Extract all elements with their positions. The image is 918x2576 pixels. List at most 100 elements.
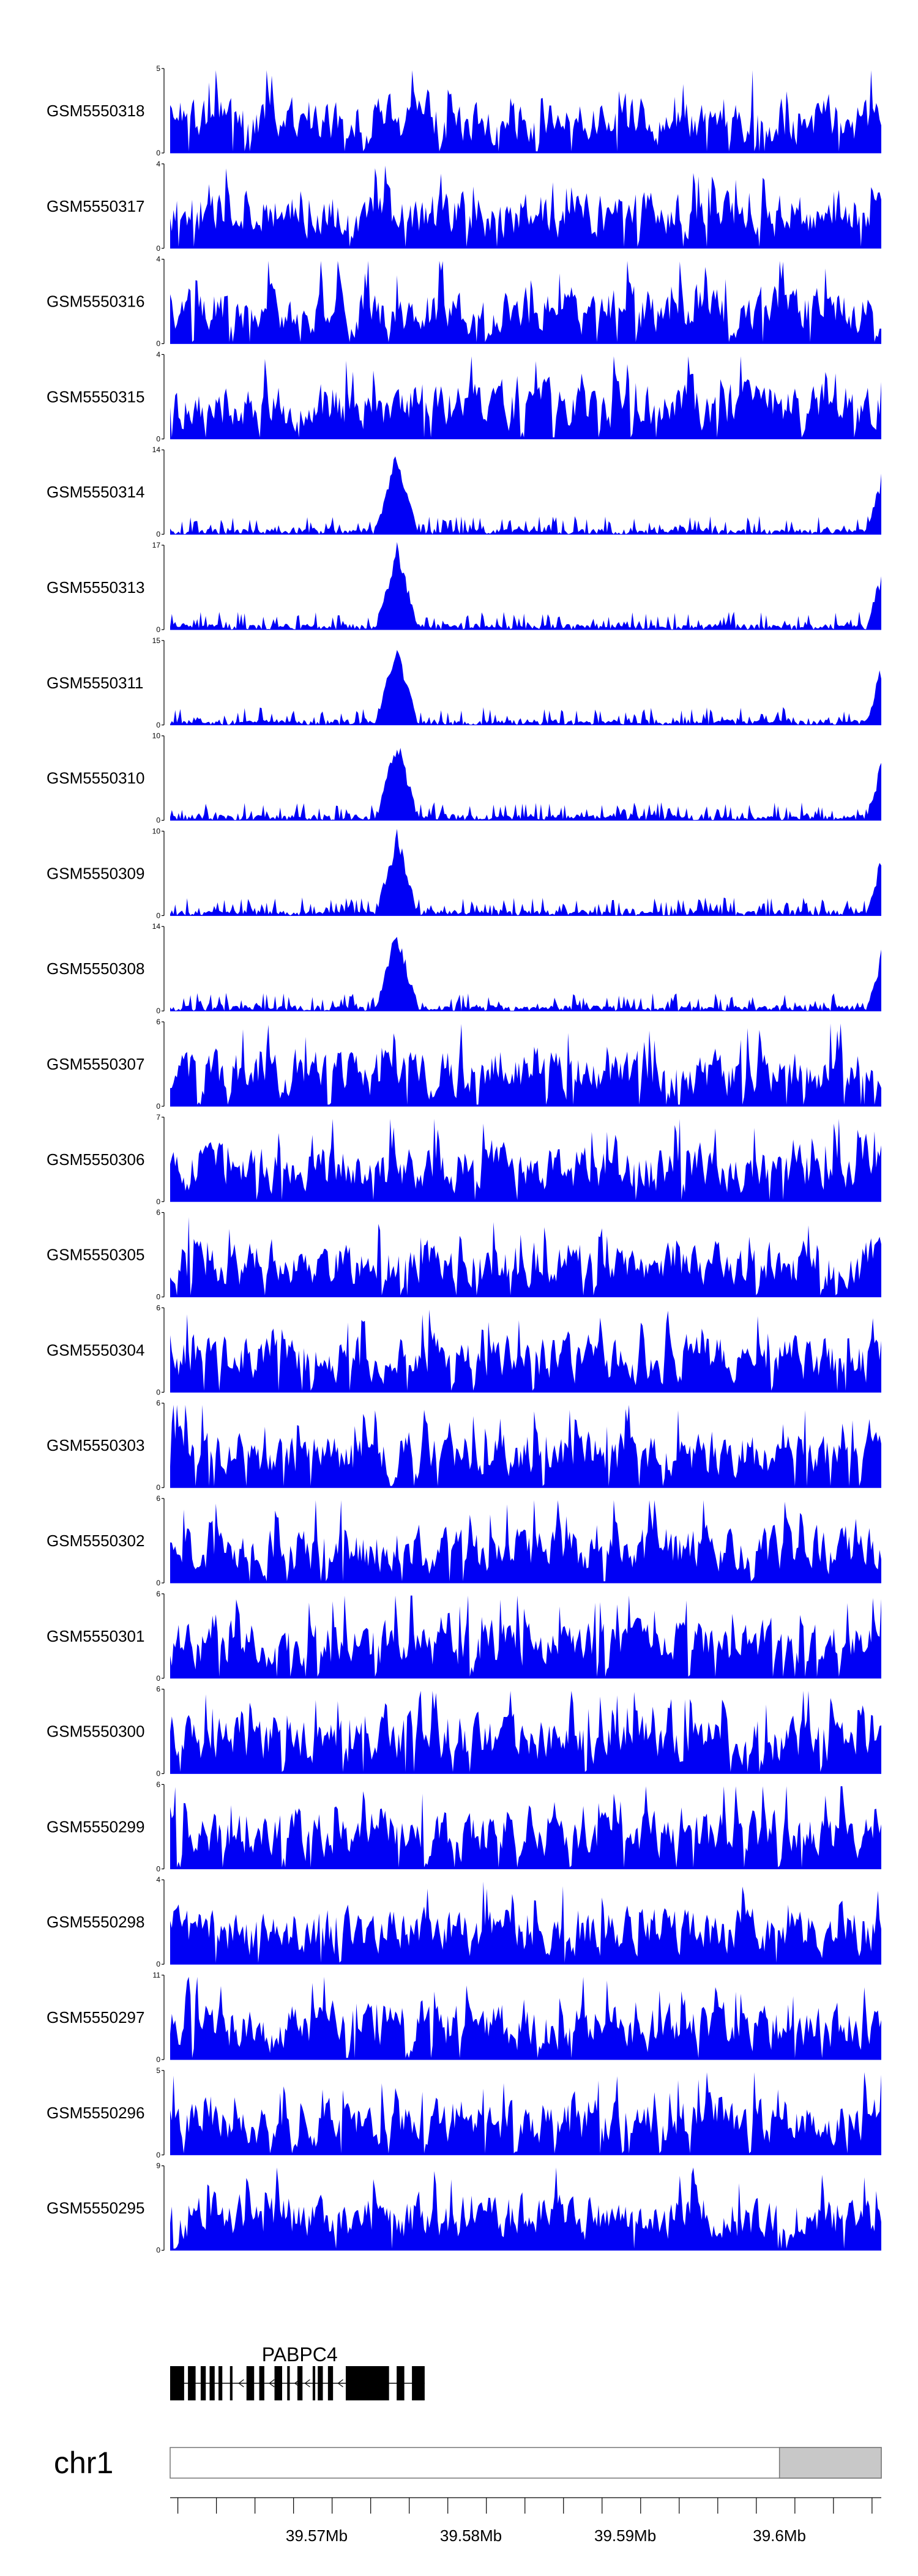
track-label: GSM5550295: [47, 2199, 144, 2217]
y-tick-label-min: 0: [156, 434, 160, 443]
track-label: GSM5550305: [47, 1246, 144, 1264]
x-tick-label: 39.59Mb: [594, 2526, 656, 2545]
coverage-area: [170, 2072, 881, 2155]
coverage-area: [170, 937, 881, 1011]
coverage-area: [170, 261, 881, 344]
y-tick-label-min: 0: [156, 816, 160, 825]
coverage-area: [170, 828, 881, 916]
y-tick-label-max: 17: [152, 541, 161, 549]
y-tick-label-max: 4: [156, 160, 160, 168]
track-gsm5550318: GSM5550318 5 0: [47, 64, 881, 157]
gene-exon: [412, 2366, 425, 2400]
y-tick-label-min: 0: [156, 2151, 160, 2159]
strand-arrow: [294, 2379, 300, 2388]
track-gsm5550296: GSM5550296 5 0: [47, 2066, 881, 2159]
y-tick-label-max: 6: [156, 1780, 160, 1789]
track-gsm5550295: GSM5550295 9 0: [47, 2162, 881, 2255]
y-tick-label-min: 0: [156, 340, 160, 348]
coverage-area: [170, 70, 881, 153]
chromosome-ideogram: chr1: [54, 2446, 882, 2480]
coverage-area: [170, 456, 881, 535]
coverage-area: [170, 1309, 881, 1393]
track-gsm5550314: GSM5550314 14 0: [47, 445, 881, 538]
gene-exon: [170, 2366, 184, 2400]
x-tick-label: 39.6Mb: [753, 2526, 806, 2545]
y-tick-label-max: 10: [152, 732, 161, 740]
y-tick-label-min: 0: [156, 1864, 160, 1873]
track-gsm5550297: GSM5550297 11 0: [47, 1971, 881, 2064]
track-gsm5550315: GSM5550315 4 0: [47, 350, 881, 443]
y-tick-label-min: 0: [156, 2055, 160, 2064]
track-gsm5550303: GSM5550303 6 0: [47, 1399, 881, 1492]
coverage-area: [170, 542, 881, 630]
y-tick-label-min: 0: [156, 721, 160, 729]
track-label: GSM5550301: [47, 1627, 144, 1645]
track-gsm5550308: GSM5550308 14 0: [47, 922, 881, 1015]
gene-exon: [230, 2366, 233, 2400]
chromosome-label: chr1: [54, 2446, 113, 2480]
y-tick-label-max: 4: [156, 255, 160, 264]
track-label: GSM5550315: [47, 387, 144, 406]
coverage-area: [170, 2167, 881, 2250]
x-tick-label: 39.58Mb: [440, 2526, 502, 2545]
track-gsm5550316: GSM5550316 4 0: [47, 255, 881, 348]
gene-exon: [259, 2366, 264, 2400]
track-label: GSM5550306: [47, 1150, 144, 1169]
track-gsm5550309: GSM5550309 10 0: [47, 827, 881, 920]
track-label: GSM5550308: [47, 959, 144, 978]
track-label: GSM5550299: [47, 1817, 144, 1836]
y-tick-label-min: 0: [156, 1674, 160, 1683]
coverage-area: [170, 1023, 881, 1106]
y-tick-label-min: 0: [156, 149, 160, 157]
genomic-axis: 39.57Mb 39.58Mb 39.59Mb 39.6Mb: [170, 2497, 881, 2545]
track-gsm5550302: GSM5550302 6 0: [47, 1494, 881, 1587]
track-gsm5550306: GSM5550306 7 0: [47, 1113, 881, 1206]
coverage-area: [170, 1595, 881, 1678]
strand-arrow: [238, 2379, 244, 2388]
gene-exon: [327, 2366, 334, 2400]
y-tick-label-max: 5: [156, 64, 160, 73]
gene-exon: [188, 2366, 196, 2400]
track-label: GSM5550303: [47, 1436, 144, 1454]
y-tick-label-max: 15: [152, 636, 161, 645]
track-gsm5550311: GSM5550311 15 0: [47, 636, 881, 729]
track-label: GSM5550304: [47, 1341, 144, 1359]
track-gsm5550305: GSM5550305 6 0: [47, 1208, 881, 1301]
coverage-area: [170, 1217, 881, 1297]
y-tick-label-max: 6: [156, 1590, 160, 1598]
gene-name-label: PABPC4: [262, 2343, 338, 2366]
gene-annotation: PABPC4: [170, 2343, 425, 2400]
y-tick-label-min: 0: [156, 1579, 160, 1587]
y-tick-label-min: 0: [156, 1007, 160, 1015]
strand-arrow: [337, 2379, 343, 2388]
track-label: GSM5550313: [47, 578, 144, 597]
y-tick-label-max: 5: [156, 2066, 160, 2075]
gene-exon: [274, 2366, 282, 2400]
coverage-area: [170, 1405, 881, 1488]
gene-exon: [312, 2366, 316, 2400]
chromosome-bar: [170, 2447, 882, 2479]
track-label: GSM5550314: [47, 483, 144, 501]
y-tick-label-min: 0: [156, 530, 160, 538]
track-gsm5550310: GSM5550310 10 0: [47, 732, 881, 825]
track-label: GSM5550311: [47, 674, 144, 692]
coverage-area: [170, 1786, 881, 1869]
y-tick-label-max: 6: [156, 1399, 160, 1407]
gene-exon: [345, 2366, 389, 2400]
track-label: GSM5550317: [47, 197, 144, 215]
coverage-area: [170, 165, 881, 248]
track-label: GSM5550297: [47, 2008, 144, 2027]
y-tick-label-min: 0: [156, 244, 160, 253]
y-tick-label-min: 0: [156, 911, 160, 920]
track-gsm5550298: GSM5550298 4 0: [47, 1875, 881, 1968]
y-tick-label-max: 4: [156, 350, 160, 359]
y-tick-label-min: 0: [156, 625, 160, 634]
gene-exon: [318, 2366, 323, 2400]
track-label: GSM5550298: [47, 1913, 144, 1931]
y-tick-label-max: 14: [152, 922, 161, 931]
coverage-area: [170, 748, 881, 821]
track-gsm5550304: GSM5550304 6 0: [47, 1303, 881, 1396]
track-label: GSM5550318: [47, 102, 144, 120]
gene-exon: [200, 2366, 206, 2400]
